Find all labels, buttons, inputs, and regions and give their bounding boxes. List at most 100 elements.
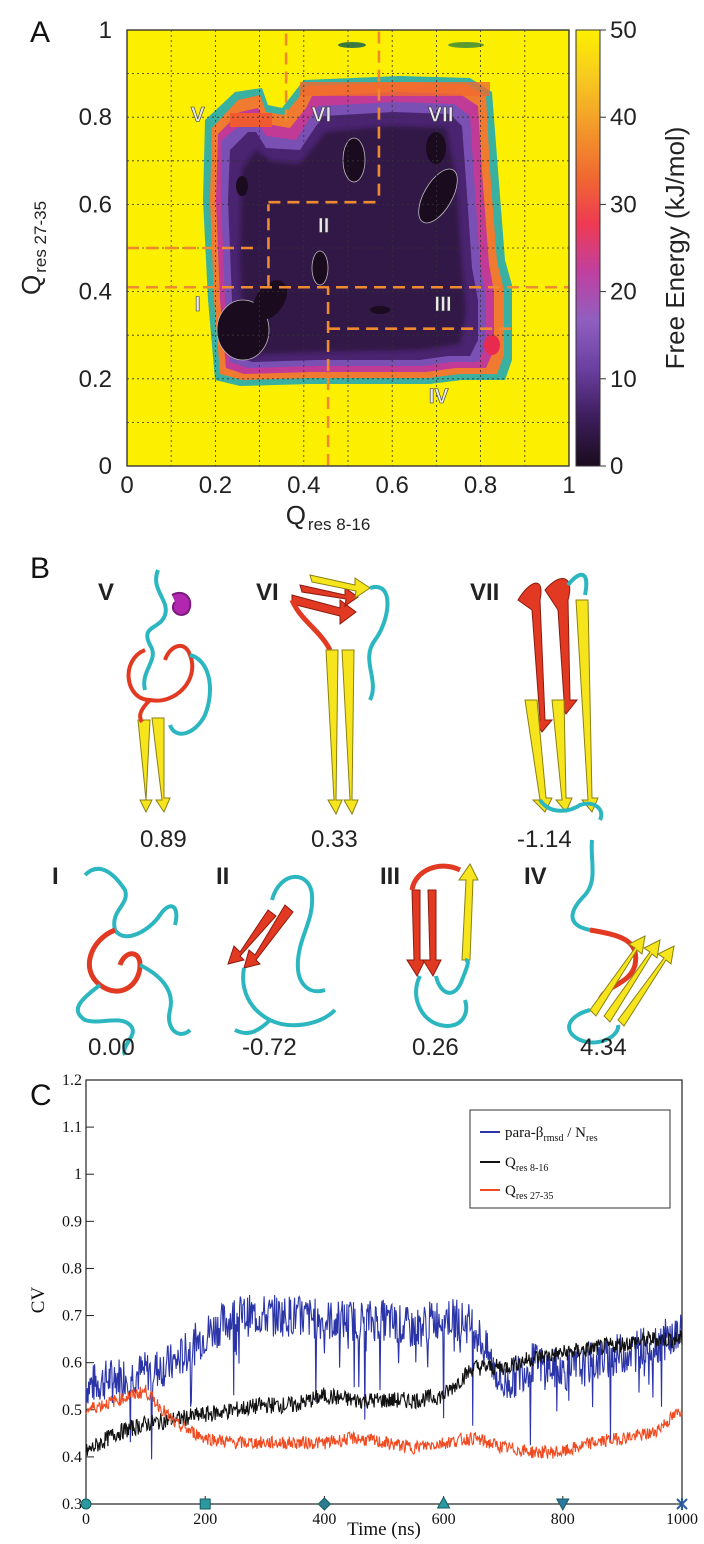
structure-energy-value: 0.33 (311, 826, 358, 853)
structure-vi: VI 0.33 (256, 574, 390, 853)
structure-iii: III 0.26 (380, 863, 479, 1060)
colorbar-label: Free Energy (kJ/mol) (660, 127, 690, 370)
y-tick-label: 0.9 (62, 1213, 82, 1230)
energy-contour-dark (240, 126, 466, 354)
heatmap-surface (127, 30, 569, 466)
y-axis-label-c: CV (28, 1287, 49, 1314)
x-tick-label: 800 (551, 1511, 575, 1528)
minimum-basin-vii-b (426, 132, 446, 164)
minimum-basin-vii (418, 168, 458, 224)
colorbar-tick-label: 40 (610, 104, 637, 131)
coil-segment (83, 866, 179, 939)
minimum-basin-vi (342, 137, 366, 183)
y-tick-label: 0.5 (62, 1402, 82, 1419)
x-axis-ticks-a: 0 0.2 0.4 0.6 0.8 1 (120, 472, 575, 499)
x-tick-label: 1 (562, 472, 575, 499)
colorbar-tick-label: 50 (610, 17, 637, 44)
coil-segment (566, 572, 589, 596)
beta-strand (544, 578, 579, 715)
minimum-basin-ii (311, 250, 329, 286)
panel-label-b: B (30, 552, 50, 585)
heatmap-frame (126, 29, 570, 467)
coil-segment (570, 839, 595, 932)
x-tick-label: 600 (432, 1511, 456, 1528)
colorbar (575, 29, 601, 467)
axis-marker-triangle-down (555, 1498, 570, 1512)
beta-strand (603, 939, 661, 1023)
beta-strand (309, 574, 371, 600)
cv-timeseries-panel: C 0 200 400 600 800 1000 0.3 0.4 0.5 0.6 0.7 0.8 0.9… (28, 1072, 698, 1540)
coil-segment (270, 874, 326, 994)
structure-label: I (52, 863, 59, 890)
y-tick-label: 0.8 (79, 104, 112, 131)
heatmap-grid (127, 30, 569, 466)
region-dashed-lines (127, 30, 569, 466)
island-top-a (338, 42, 366, 48)
beta-strand (551, 699, 573, 813)
legend-label: Qres 27-35 (505, 1183, 553, 1202)
structure-label: VII (470, 579, 499, 606)
structures-panel: B V 0.89 VI 0.33 VII -1.14 I (30, 552, 675, 1060)
coil-segment (168, 653, 212, 736)
y-tick-label: 0.4 (62, 1449, 82, 1466)
timeseries-axis-ticks: 0 200 400 600 800 1000 0.3 0.4 0.5 0.6 0.7 0.8 0.9 1 1… (62, 1072, 698, 1528)
y-tick-label: 0.7 (62, 1308, 82, 1325)
structure-energy-value: -1.14 (517, 826, 572, 853)
legend: para-βrmsd / Nres Qres 8-16 Qres 27-35 (469, 1109, 671, 1209)
y-tick-label: 1 (99, 17, 112, 44)
beta-strand (299, 584, 359, 608)
beta-strand (458, 863, 479, 961)
beta-strand (524, 699, 553, 813)
structure-label: IV (524, 863, 547, 890)
legend-item-para-beta: para-βrmsd / Nres (480, 1125, 598, 1144)
structure-energy-value: 0.26 (412, 1034, 459, 1060)
x-tick-label: 0 (82, 1511, 90, 1528)
region-label: I (195, 293, 201, 316)
y-tick-label: 0.2 (79, 366, 112, 393)
coil-segment (241, 967, 337, 1028)
axis-marker-diamond (317, 1497, 332, 1511)
beta-strand (227, 909, 277, 965)
coil-segment (75, 983, 135, 1056)
x-tick-label: 0.4 (287, 472, 320, 499)
y-tick-label: 0.6 (62, 1355, 82, 1372)
coil-segment (538, 798, 604, 821)
axis-marker-triangle-up (436, 1495, 451, 1509)
region-label: III (434, 293, 452, 316)
beta-strand (575, 599, 599, 813)
minimum-basin-i-tail (252, 280, 288, 320)
coil-segment (434, 958, 470, 995)
minimum-basin-small (236, 176, 248, 196)
structure-label: II (216, 863, 229, 890)
x-tick-label: 0.8 (464, 472, 497, 499)
x-tick-label: 0.2 (199, 472, 232, 499)
colorbar-tick-label: 30 (610, 191, 637, 218)
series-line (85, 1384, 683, 1459)
colorbar-ticks: 0 10 20 30 40 50 (600, 17, 637, 480)
y-tick-label: 1.2 (62, 1072, 82, 1089)
structure-label: V (98, 579, 114, 606)
coil-segment (138, 698, 152, 724)
beta-strand (422, 889, 442, 978)
coil-segment (234, 1018, 272, 1035)
region-label: II (318, 215, 330, 238)
x-tick-label: 400 (312, 1511, 336, 1528)
beta-strand (151, 717, 171, 814)
y-axis-ticks-a: 0 0.2 0.4 0.6 0.8 1 (79, 17, 112, 480)
minimum-basin-iii (370, 306, 390, 314)
y-tick-label: 1 (74, 1166, 82, 1183)
colorbar-tick-label: 20 (610, 279, 637, 306)
axis-marker-circle (80, 1498, 92, 1510)
y-tick-label: 1.1 (62, 1119, 82, 1136)
colorbar-tick-label: 10 (610, 366, 637, 393)
region-label: V (191, 104, 205, 127)
x-tick-label: 0.6 (376, 472, 409, 499)
y-axis-label-a: Qres 27-35 (16, 201, 50, 295)
beta-strand (137, 719, 153, 814)
region-label: VII (428, 104, 454, 127)
structure-energy-value: 0.00 (88, 1034, 135, 1060)
axis-marker-star (676, 1498, 688, 1510)
y-tick-label: 0.6 (79, 191, 112, 218)
